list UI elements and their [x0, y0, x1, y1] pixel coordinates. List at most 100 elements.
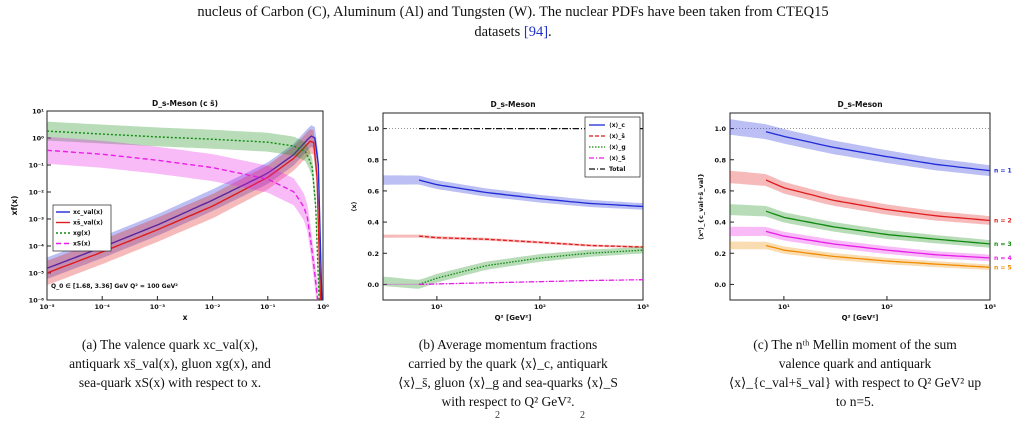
- bottom-fragment-1: 2: [495, 410, 500, 421]
- x-tick-label-c: 10¹: [778, 303, 790, 311]
- caption-b: (b) Average momentum fractions carried b…: [343, 335, 673, 411]
- uncertainty-band-b: [383, 175, 643, 210]
- legend-b: [584, 116, 641, 178]
- x-tick-label-b: 10²: [534, 303, 546, 311]
- citation-link[interactable]: [94]: [523, 24, 549, 40]
- bottom-text-fragment: 2 2: [0, 410, 1026, 425]
- y-tick-label-a: 10⁻⁶: [29, 297, 44, 305]
- uncertainty-band-a: [47, 121, 320, 300]
- series-line-c: [765, 244, 991, 268]
- caption-b-line-4: with respect to Q² GeV².: [441, 394, 575, 409]
- y-tick-label-b: 1.0: [367, 125, 379, 133]
- figure-panel-a: D_s-Meson (c s̄) 10⁻⁵ 10⁻⁴ 10⁻³ 10⁻² 10⁻¹ 10⁰ 1…: [5, 95, 335, 325]
- chart-title-a: D_s-Meson (c s̄): [152, 99, 218, 108]
- x-axis-label-b: Q² [GeV²]: [495, 314, 532, 322]
- caption-b-line-1: (b) Average momentum fractions: [418, 337, 598, 352]
- chart-title-c: D_s-Meson: [837, 100, 882, 109]
- y-axis-label-a: xf(x): [10, 196, 19, 216]
- y-tick-label-c: 0.6: [714, 187, 726, 195]
- y-tick-label-c: 0.2: [714, 250, 726, 258]
- legend-label-b: ⟨x⟩_g: [609, 144, 626, 151]
- series-label-c: n = 2: [994, 218, 1012, 225]
- caption-a-line-3: sea-quark xS(x) with respect to x.: [78, 375, 262, 390]
- series-line-c: [765, 230, 991, 259]
- series-line-a: [47, 149, 319, 300]
- x-tick-label-a: 10⁻⁵: [39, 303, 54, 311]
- y-axis-label-b: ⟨x⟩: [350, 201, 358, 211]
- caption-a: (a) The valence quark xc_val(x), antiqua…: [5, 335, 335, 392]
- y-tick-label-b: 0.8: [367, 156, 379, 164]
- bottom-fragment-2: 2: [580, 410, 585, 421]
- figure-panel-b: D_s-Meson 1.0 0.8 0.6 0.4 0.2 0.0 10¹ 10² 10³ Q² […: [343, 95, 673, 325]
- x-tick-label-c: 10³: [984, 303, 996, 311]
- y-axis-label-c: ⟨xⁿ⟩_{c_val+s̄_val}: [697, 173, 705, 240]
- x-tick-label-a: 10⁻¹: [260, 303, 275, 311]
- series-line-b: [418, 235, 644, 248]
- body-text-line-1: nucleus of Carbon (C), Aluminum (Al) and…: [197, 4, 829, 20]
- x-tick-label-c: 10²: [881, 303, 893, 311]
- y-tick-label-a: 10⁰: [32, 135, 44, 143]
- legend-label-b: Total: [609, 166, 625, 173]
- body-text-line-2: datasets [94].: [0, 22, 1026, 42]
- caption-a-line-1: (a) The valence quark xc_val(x),: [81, 337, 259, 352]
- series-line-c: [765, 179, 991, 222]
- legend-label-b: ⟨x⟩_c: [609, 122, 625, 129]
- body-text-line-2-pre: datasets: [474, 24, 524, 40]
- figure-panel-c: D_s-Meson 1.0 0.8 0.6 0.4 0.2 0.0 10¹ 10² 10³ Q² […: [690, 95, 1020, 325]
- x-tick-label-b: 10¹: [431, 303, 443, 311]
- y-tick-label-c: 0.4: [714, 219, 726, 227]
- caption-b-line-2: carried by the quark ⟨x⟩_c, antiquark: [408, 356, 608, 371]
- x-tick-label-a: 10⁻²: [205, 303, 220, 311]
- body-text-fragment: nucleus of Carbon (C), Aluminum (Al) and…: [0, 2, 1026, 42]
- series-line-a: [47, 140, 322, 300]
- series-line-c: [765, 131, 991, 172]
- legend-label-b: ⟨x⟩_s̄: [609, 133, 625, 140]
- uncertainty-band-a: [47, 129, 321, 300]
- legend-label-a: xc_val(x): [73, 209, 103, 216]
- uncertainty-band-c: [730, 204, 990, 248]
- uncertainty-band-c: [730, 170, 990, 225]
- series-label-c: n = 5: [994, 264, 1012, 271]
- chart-c: D_s-Meson 1.0 0.8 0.6 0.4 0.2 0.0 10¹ 10² 10³ Q² […: [697, 100, 1012, 322]
- y-tick-label-b: 0.2: [367, 250, 379, 258]
- legend-label-a: xs̄_val(x): [73, 220, 103, 227]
- y-tick-label-a: 10⁻¹: [29, 162, 44, 170]
- series-line-a: [47, 130, 320, 300]
- caption-c: (c) The nᵗʰ Mellin moment of the sum val…: [690, 335, 1020, 411]
- uncertainty-band-a: [47, 136, 318, 300]
- y-tick-label-c: 0.0: [714, 281, 726, 289]
- x-tick-label-a: 10⁻⁴: [95, 303, 110, 311]
- series-line-b: [418, 179, 644, 208]
- caption-c-line-4: to n=5.: [835, 394, 875, 409]
- y-tick-label-a: 10⁻³: [29, 216, 44, 224]
- caption-b-line-3: ⟨x⟩_s̄, gluon ⟨x⟩_g and sea-quarks ⟨x⟩_S: [398, 375, 618, 390]
- y-tick-label-a: 10¹: [32, 108, 44, 116]
- legend-label-a: xg(x): [73, 230, 91, 237]
- uncertainty-band-c: [730, 119, 990, 177]
- chart-a: D_s-Meson (c s̄) 10⁻⁵ 10⁻⁴ 10⁻³ 10⁻² 10⁻¹ 10⁰ 1…: [10, 99, 329, 322]
- x-tick-label-a: 10⁻³: [150, 303, 165, 311]
- legend-label-b: ⟨x⟩_S: [609, 155, 626, 162]
- y-tick-label-a: 10⁻⁴: [29, 243, 44, 251]
- caption-c-line-3: ⟨x⟩_{c_val+s̄_val} with respect to Q² Ge…: [728, 375, 982, 390]
- series-line-c: [765, 210, 991, 245]
- y-tick-label-b: 0.0: [367, 281, 379, 289]
- uncertainty-band-b: [383, 246, 643, 289]
- x-tick-label-b: 10³: [637, 303, 649, 311]
- y-tick-label-a: 10⁻⁵: [29, 270, 44, 278]
- series-label-c: n = 3: [994, 241, 1012, 248]
- series-group-a: [47, 121, 323, 300]
- body-text-line-2-post: .: [548, 24, 552, 40]
- y-tick-label-b: 0.4: [367, 219, 379, 227]
- series-label-c: n = 1: [994, 168, 1012, 175]
- plot-frame-c: [729, 112, 991, 301]
- x-axis-label-c: Q² [GeV²]: [842, 314, 879, 322]
- y-tick-label-c: 1.0: [714, 125, 726, 133]
- caption-c-line-1: (c) The nᵗʰ Mellin moment of the sum: [753, 337, 957, 352]
- x-tick-label-a: 10⁰: [317, 303, 329, 311]
- series-label-c: n = 4: [994, 255, 1012, 262]
- caption-c-line-2: valence quark and antiquark: [778, 356, 932, 371]
- chart-b: D_s-Meson 1.0 0.8 0.6 0.4 0.2 0.0 10¹ 10² 10³ Q² […: [350, 100, 649, 322]
- caption-a-line-2: antiquark xs̄_val(x), gluon xg(x), and: [69, 356, 271, 371]
- series-line-b: [418, 249, 644, 286]
